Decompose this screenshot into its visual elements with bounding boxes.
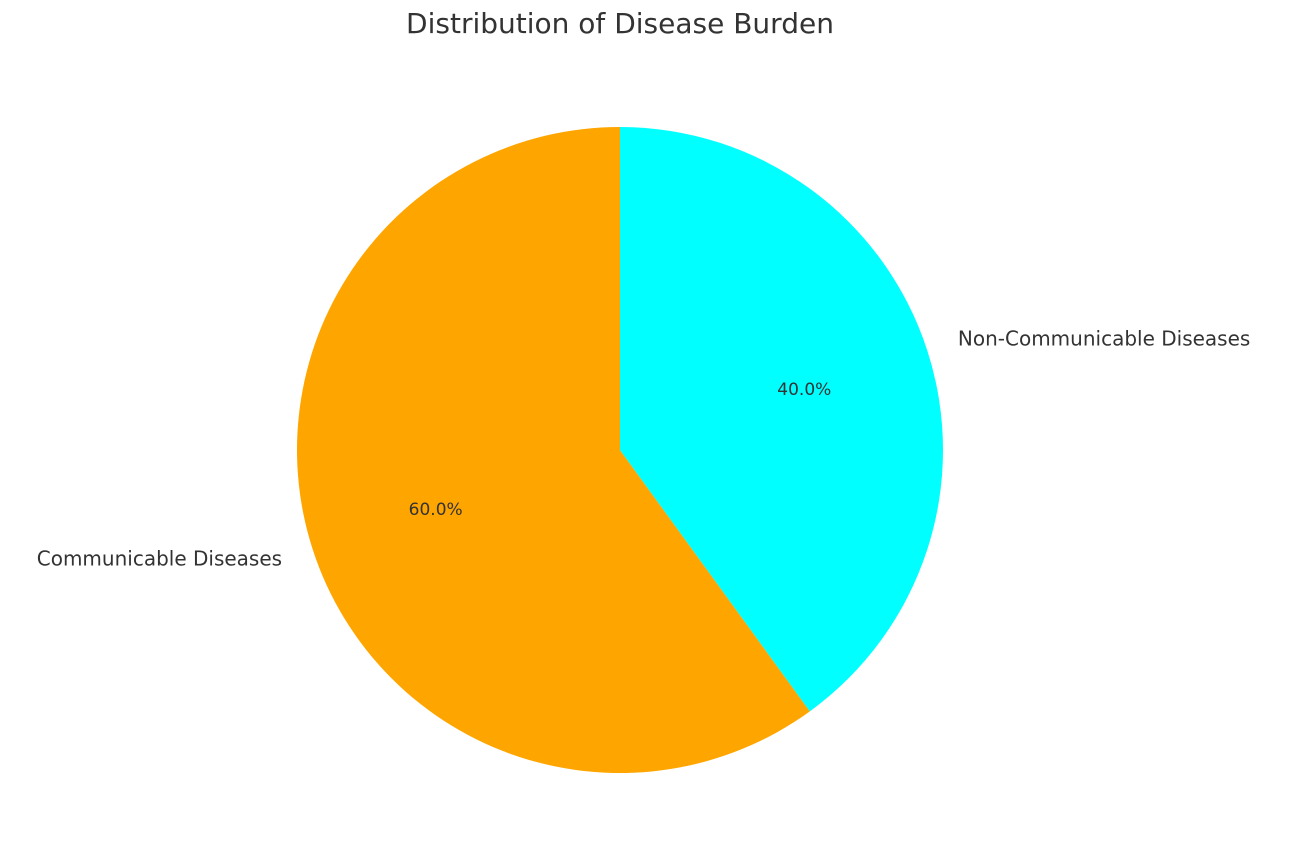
value-label: 60.0%: [409, 500, 463, 520]
value-label: 40.0%: [777, 380, 831, 400]
pie-slice: [296, 127, 810, 773]
pie-slice: [620, 126, 943, 712]
category-label: Non-Communicable Diseases: [958, 327, 1250, 351]
chart-title: Distribution of Disease Burden: [406, 7, 834, 40]
category-label: Communicable Diseases: [37, 546, 282, 570]
